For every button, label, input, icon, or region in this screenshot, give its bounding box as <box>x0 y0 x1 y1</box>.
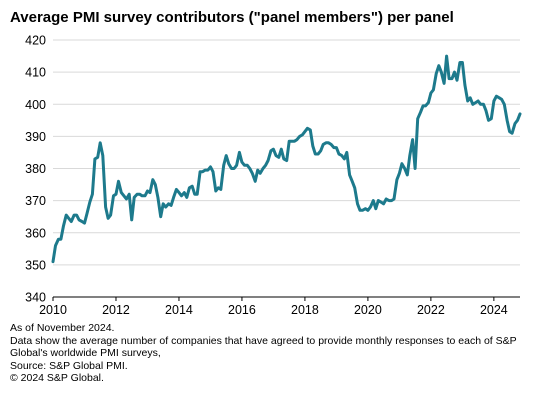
y-tick-label: 420 <box>25 34 46 48</box>
y-tick-label: 410 <box>25 66 46 80</box>
series-line-0 <box>51 54 522 264</box>
x-tick-label: 2024 <box>480 303 508 317</box>
as-of-note: As of November 2024. <box>10 322 115 334</box>
x-tick-label: 2022 <box>417 303 445 317</box>
line-chart: 340 350 360 370 380 390 400 410 420 2010 2012 2014… <box>25 34 522 317</box>
x-tick-label: 2010 <box>39 303 67 317</box>
y-tick-label: 380 <box>25 162 46 176</box>
y-tick-label: 370 <box>25 194 46 208</box>
x-tick-label: 2016 <box>228 303 256 317</box>
x-axis-tick-labels: 2010 2012 2014 2016 2018 2020 2022 2024 <box>39 297 508 317</box>
description-note: Data show the average number of companie… <box>10 334 517 360</box>
source-note: Source: S&P Global PMI. <box>10 359 128 372</box>
y-tick-label: 390 <box>25 130 46 144</box>
chart-title: Average PMI survey contributors ("panel … <box>10 9 454 26</box>
y-tick-label: 350 <box>25 258 46 272</box>
data-series <box>51 54 522 264</box>
x-tick-label: 2014 <box>165 303 193 317</box>
x-tick-label: 2018 <box>291 303 319 317</box>
y-tick-label: 400 <box>25 98 46 112</box>
chart-notes: As of November 2024. Data show the avera… <box>10 322 535 385</box>
y-axis-tick-labels: 340 350 360 370 380 390 400 410 420 <box>25 34 46 305</box>
y-tick-label: 360 <box>25 226 46 240</box>
x-tick-label: 2012 <box>102 303 130 317</box>
y-tick-label: 340 <box>25 291 46 305</box>
copyright-note: © 2024 S&P Global. <box>10 372 104 385</box>
x-tick-label: 2020 <box>354 303 382 317</box>
